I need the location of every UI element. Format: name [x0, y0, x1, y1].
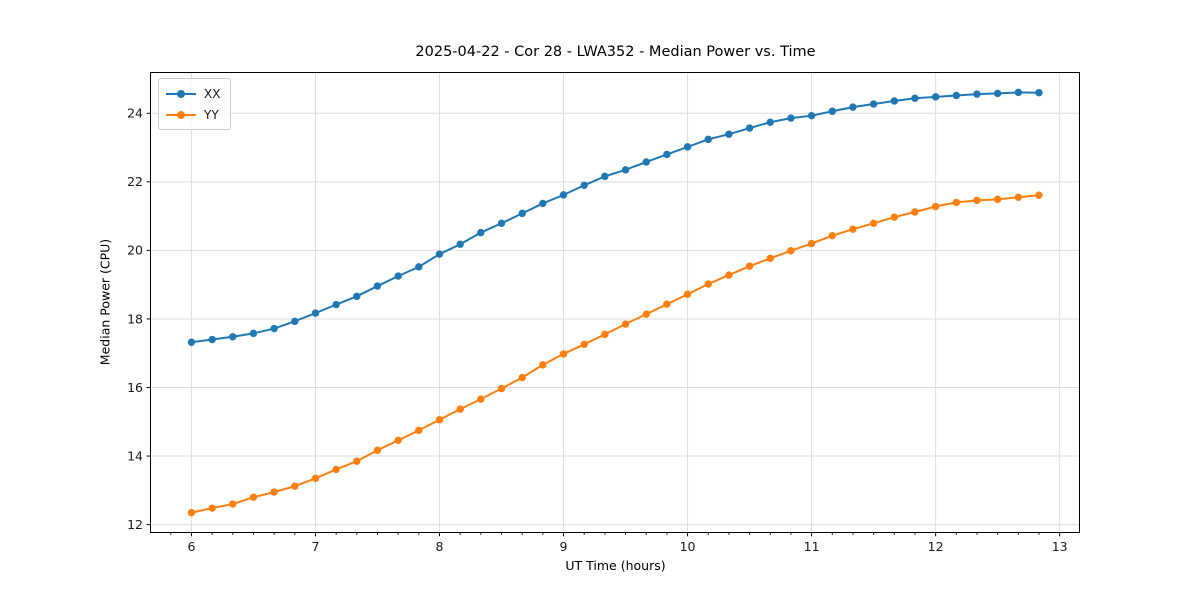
- axis-ticks: [146, 112, 1061, 537]
- chart-title: 2025-04-22 - Cor 28 - LWA352 - Median Po…: [415, 44, 816, 60]
- legend-line-sample-icon: [166, 110, 196, 119]
- svg-text:9: 9: [560, 539, 568, 554]
- y-axis-label: Median Power (CPU): [97, 238, 113, 366]
- svg-text:12: 12: [928, 539, 944, 554]
- svg-text:16: 16: [127, 380, 143, 395]
- tick-labels: 6 7 8 9 10 11 12 13 12 14 16 18 20 22 24: [127, 106, 1068, 554]
- legend-line-sample-icon: [166, 89, 196, 98]
- plot-spines: [150, 72, 1080, 533]
- svg-text:10: 10: [680, 539, 696, 554]
- svg-text:22: 22: [127, 174, 143, 189]
- legend-item-yy: YY: [166, 104, 220, 125]
- svg-text:7: 7: [311, 539, 319, 554]
- legend: XX YY: [158, 78, 232, 130]
- series-yy: [187, 191, 1043, 517]
- svg-text:20: 20: [127, 243, 143, 258]
- svg-text:14: 14: [127, 448, 143, 463]
- legend-marker-icon: [177, 89, 185, 98]
- svg-text:6: 6: [187, 539, 195, 554]
- gridlines: [150, 72, 1080, 533]
- legend-item-xx: XX: [166, 83, 220, 104]
- svg-text:24: 24: [127, 106, 143, 121]
- legend-label-yy: YY: [204, 107, 219, 122]
- svg-text:11: 11: [804, 539, 820, 554]
- svg-text:13: 13: [1052, 539, 1068, 554]
- svg-text:18: 18: [127, 311, 143, 326]
- legend-marker-icon: [177, 110, 185, 119]
- svg-text:12: 12: [127, 517, 143, 532]
- series-xx: [187, 88, 1043, 346]
- x-axis-label: UT Time (hours): [565, 558, 666, 573]
- legend-label-xx: XX: [204, 86, 221, 101]
- svg-text:8: 8: [436, 539, 444, 554]
